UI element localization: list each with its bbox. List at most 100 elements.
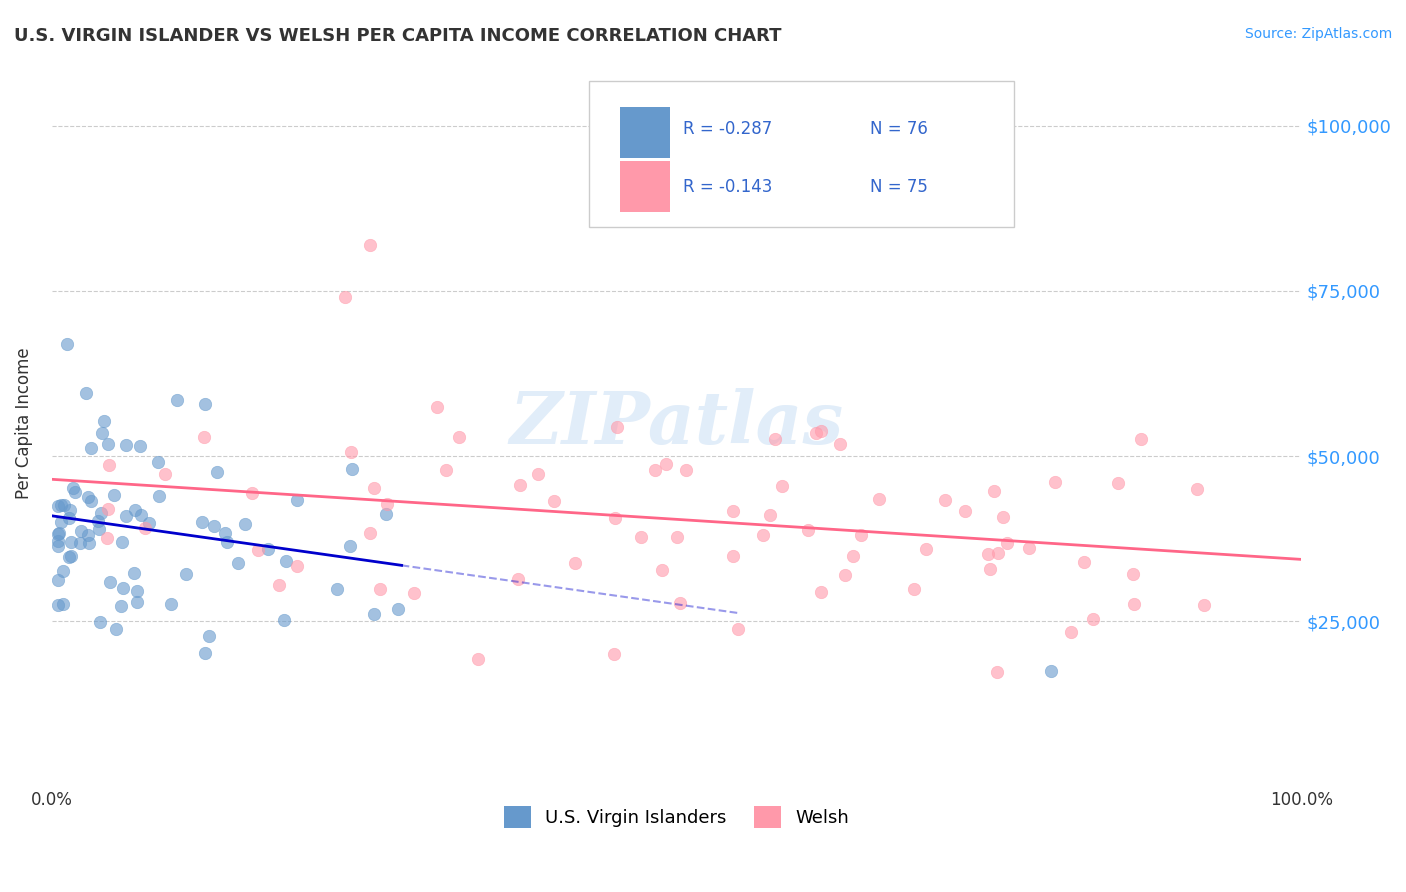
Welsh <box>995 536 1018 550</box>
Welsh <box>669 596 692 610</box>
U.S. Virgin Islanders <box>76 490 98 504</box>
U.S. Virgin Islanders <box>129 439 152 453</box>
Text: R = -0.143: R = -0.143 <box>683 178 772 196</box>
U.S. Virgin Islanders <box>160 597 183 611</box>
Text: R = -0.287: R = -0.287 <box>683 120 772 137</box>
U.S. Virgin Islanders <box>49 515 72 529</box>
U.S. Virgin Islanders <box>77 536 100 550</box>
U.S. Virgin Islanders <box>59 502 82 516</box>
Welsh <box>134 521 156 535</box>
U.S. Virgin Islanders <box>124 503 146 517</box>
U.S. Virgin Islanders <box>46 499 69 513</box>
U.S. Virgin Islanders <box>53 499 76 513</box>
U.S. Virgin Islanders <box>129 508 152 522</box>
U.S. Virgin Islanders <box>127 595 149 609</box>
U.S. Virgin Islanders <box>110 599 132 613</box>
Welsh <box>375 497 398 511</box>
Welsh <box>97 458 120 472</box>
Welsh <box>449 430 471 444</box>
U.S. Virgin Islanders <box>69 535 91 549</box>
Text: ZIPatlas: ZIPatlas <box>509 387 844 458</box>
U.S. Virgin Islanders <box>363 607 385 621</box>
Welsh <box>340 444 363 458</box>
U.S. Virgin Islanders <box>63 484 86 499</box>
Welsh <box>1060 625 1083 640</box>
Welsh <box>851 528 873 542</box>
U.S. Virgin Islanders <box>374 507 396 521</box>
U.S. Virgin Islanders <box>90 506 112 520</box>
Welsh <box>727 622 749 636</box>
U.S. Virgin Islanders <box>387 601 409 615</box>
U.S. Virgin Islanders <box>104 622 127 636</box>
U.S. Virgin Islanders <box>60 535 83 549</box>
U.S. Virgin Islanders <box>146 455 169 469</box>
FancyBboxPatch shape <box>589 81 1014 227</box>
U.S. Virgin Islanders <box>46 539 69 553</box>
Welsh <box>96 531 118 545</box>
U.S. Virgin Islanders <box>103 488 125 502</box>
U.S. Virgin Islanders <box>76 528 98 542</box>
Welsh <box>810 424 832 438</box>
U.S. Virgin Islanders <box>62 481 84 495</box>
U.S. Virgin Islanders <box>52 564 75 578</box>
Welsh <box>1043 475 1066 489</box>
Welsh <box>606 419 628 434</box>
Welsh <box>1122 567 1144 582</box>
U.S. Virgin Islanders <box>340 461 363 475</box>
Welsh <box>1107 475 1129 490</box>
Welsh <box>1192 598 1215 612</box>
Welsh <box>804 425 827 440</box>
Welsh <box>983 484 1005 499</box>
Welsh <box>934 492 956 507</box>
U.S. Virgin Islanders <box>1040 665 1063 679</box>
Welsh <box>467 651 489 665</box>
Welsh <box>977 547 1000 561</box>
Legend: U.S. Virgin Islanders, Welsh: U.S. Virgin Islanders, Welsh <box>496 799 856 836</box>
Welsh <box>654 457 676 471</box>
Welsh <box>1073 554 1095 568</box>
Welsh <box>834 567 856 582</box>
U.S. Virgin Islanders <box>55 336 77 351</box>
Welsh <box>508 572 530 586</box>
U.S. Virgin Islanders <box>89 615 111 630</box>
Welsh <box>97 502 120 516</box>
Welsh <box>797 524 820 538</box>
U.S. Virgin Islanders <box>49 498 72 512</box>
Welsh <box>434 463 457 477</box>
Welsh <box>986 665 1008 679</box>
Welsh <box>1122 597 1144 611</box>
U.S. Virgin Islanders <box>148 489 170 503</box>
U.S. Virgin Islanders <box>58 549 80 564</box>
Welsh <box>426 401 449 415</box>
Welsh <box>359 525 381 540</box>
Welsh <box>247 542 270 557</box>
U.S. Virgin Islanders <box>75 386 97 401</box>
U.S. Virgin Islanders <box>122 566 145 580</box>
Welsh <box>363 481 385 495</box>
Welsh <box>335 291 357 305</box>
Welsh <box>770 478 793 492</box>
U.S. Virgin Islanders <box>111 534 134 549</box>
U.S. Virgin Islanders <box>46 527 69 541</box>
Welsh <box>359 237 381 252</box>
Welsh <box>842 549 865 563</box>
U.S. Virgin Islanders <box>80 493 103 508</box>
Text: U.S. VIRGIN ISLANDER VS WELSH PER CAPITA INCOME CORRELATION CHART: U.S. VIRGIN ISLANDER VS WELSH PER CAPITA… <box>14 27 782 45</box>
Welsh <box>758 508 780 522</box>
U.S. Virgin Islanders <box>235 516 257 531</box>
U.S. Virgin Islanders <box>58 511 80 525</box>
Text: N = 76: N = 76 <box>870 120 928 137</box>
U.S. Virgin Islanders <box>138 516 160 530</box>
U.S. Virgin Islanders <box>257 542 280 557</box>
U.S. Virgin Islanders <box>274 554 297 568</box>
U.S. Virgin Islanders <box>80 442 103 456</box>
U.S. Virgin Islanders <box>194 397 217 411</box>
Text: N = 75: N = 75 <box>870 178 928 196</box>
U.S. Virgin Islanders <box>191 515 214 529</box>
Welsh <box>915 541 938 556</box>
U.S. Virgin Islanders <box>166 393 188 408</box>
Welsh <box>955 503 977 517</box>
U.S. Virgin Islanders <box>46 573 69 587</box>
U.S. Virgin Islanders <box>285 492 308 507</box>
U.S. Virgin Islanders <box>48 526 70 541</box>
